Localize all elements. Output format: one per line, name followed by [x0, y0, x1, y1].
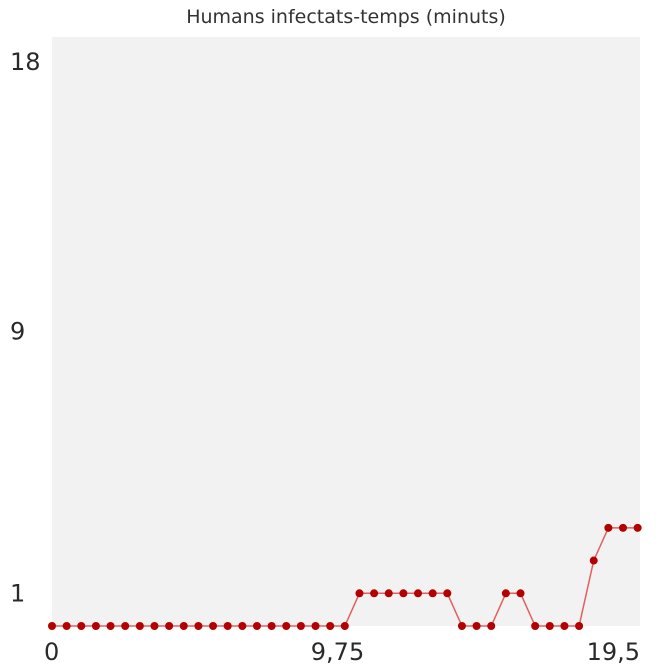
data-point	[77, 622, 86, 630]
data-point	[633, 523, 642, 532]
y-tick-label: 18	[10, 48, 41, 76]
x-axis-tick-labels: 0 9,75 19,5	[44, 638, 640, 666]
data-point	[589, 556, 598, 565]
data-point	[487, 622, 496, 630]
y-tick-label: 9	[10, 318, 25, 346]
data-point	[311, 622, 320, 630]
data-point	[62, 622, 71, 630]
data-point	[223, 622, 232, 630]
data-point	[472, 622, 481, 630]
data-point	[252, 622, 261, 630]
x-tick-label: 9,75	[311, 638, 364, 666]
data-point	[428, 589, 437, 598]
data-point	[370, 589, 379, 598]
data-point	[560, 622, 569, 630]
data-point	[355, 589, 364, 598]
data-point	[282, 622, 291, 630]
data-point	[414, 589, 423, 598]
data-point	[384, 589, 393, 598]
data-point	[135, 622, 144, 630]
data-point	[516, 589, 525, 598]
data-point	[531, 622, 540, 630]
data-point	[399, 589, 408, 598]
data-point	[575, 622, 584, 630]
data-point	[619, 523, 627, 532]
chart-title: Humans infectats-temps (minuts)	[186, 6, 506, 28]
data-point	[194, 622, 203, 630]
data-point	[326, 622, 335, 630]
y-tick-label: 1	[10, 579, 25, 607]
x-tick-label: 19,5	[587, 638, 640, 666]
data-point	[457, 622, 466, 630]
data-point	[179, 622, 188, 630]
data-point	[340, 622, 349, 630]
data-point	[501, 589, 510, 598]
data-point	[91, 622, 100, 630]
data-point	[165, 622, 174, 630]
data-point	[545, 622, 554, 630]
data-point	[209, 622, 218, 630]
data-point	[106, 622, 115, 630]
series-layer	[48, 523, 642, 630]
data-point	[48, 622, 56, 630]
data-point	[238, 622, 247, 630]
data-point	[443, 589, 452, 598]
plot-area	[52, 37, 640, 626]
x-tick-label: 0	[44, 638, 59, 666]
data-point	[267, 622, 276, 630]
data-point	[604, 523, 613, 532]
data-point	[296, 622, 305, 630]
data-point	[121, 622, 130, 630]
data-point	[150, 622, 159, 630]
